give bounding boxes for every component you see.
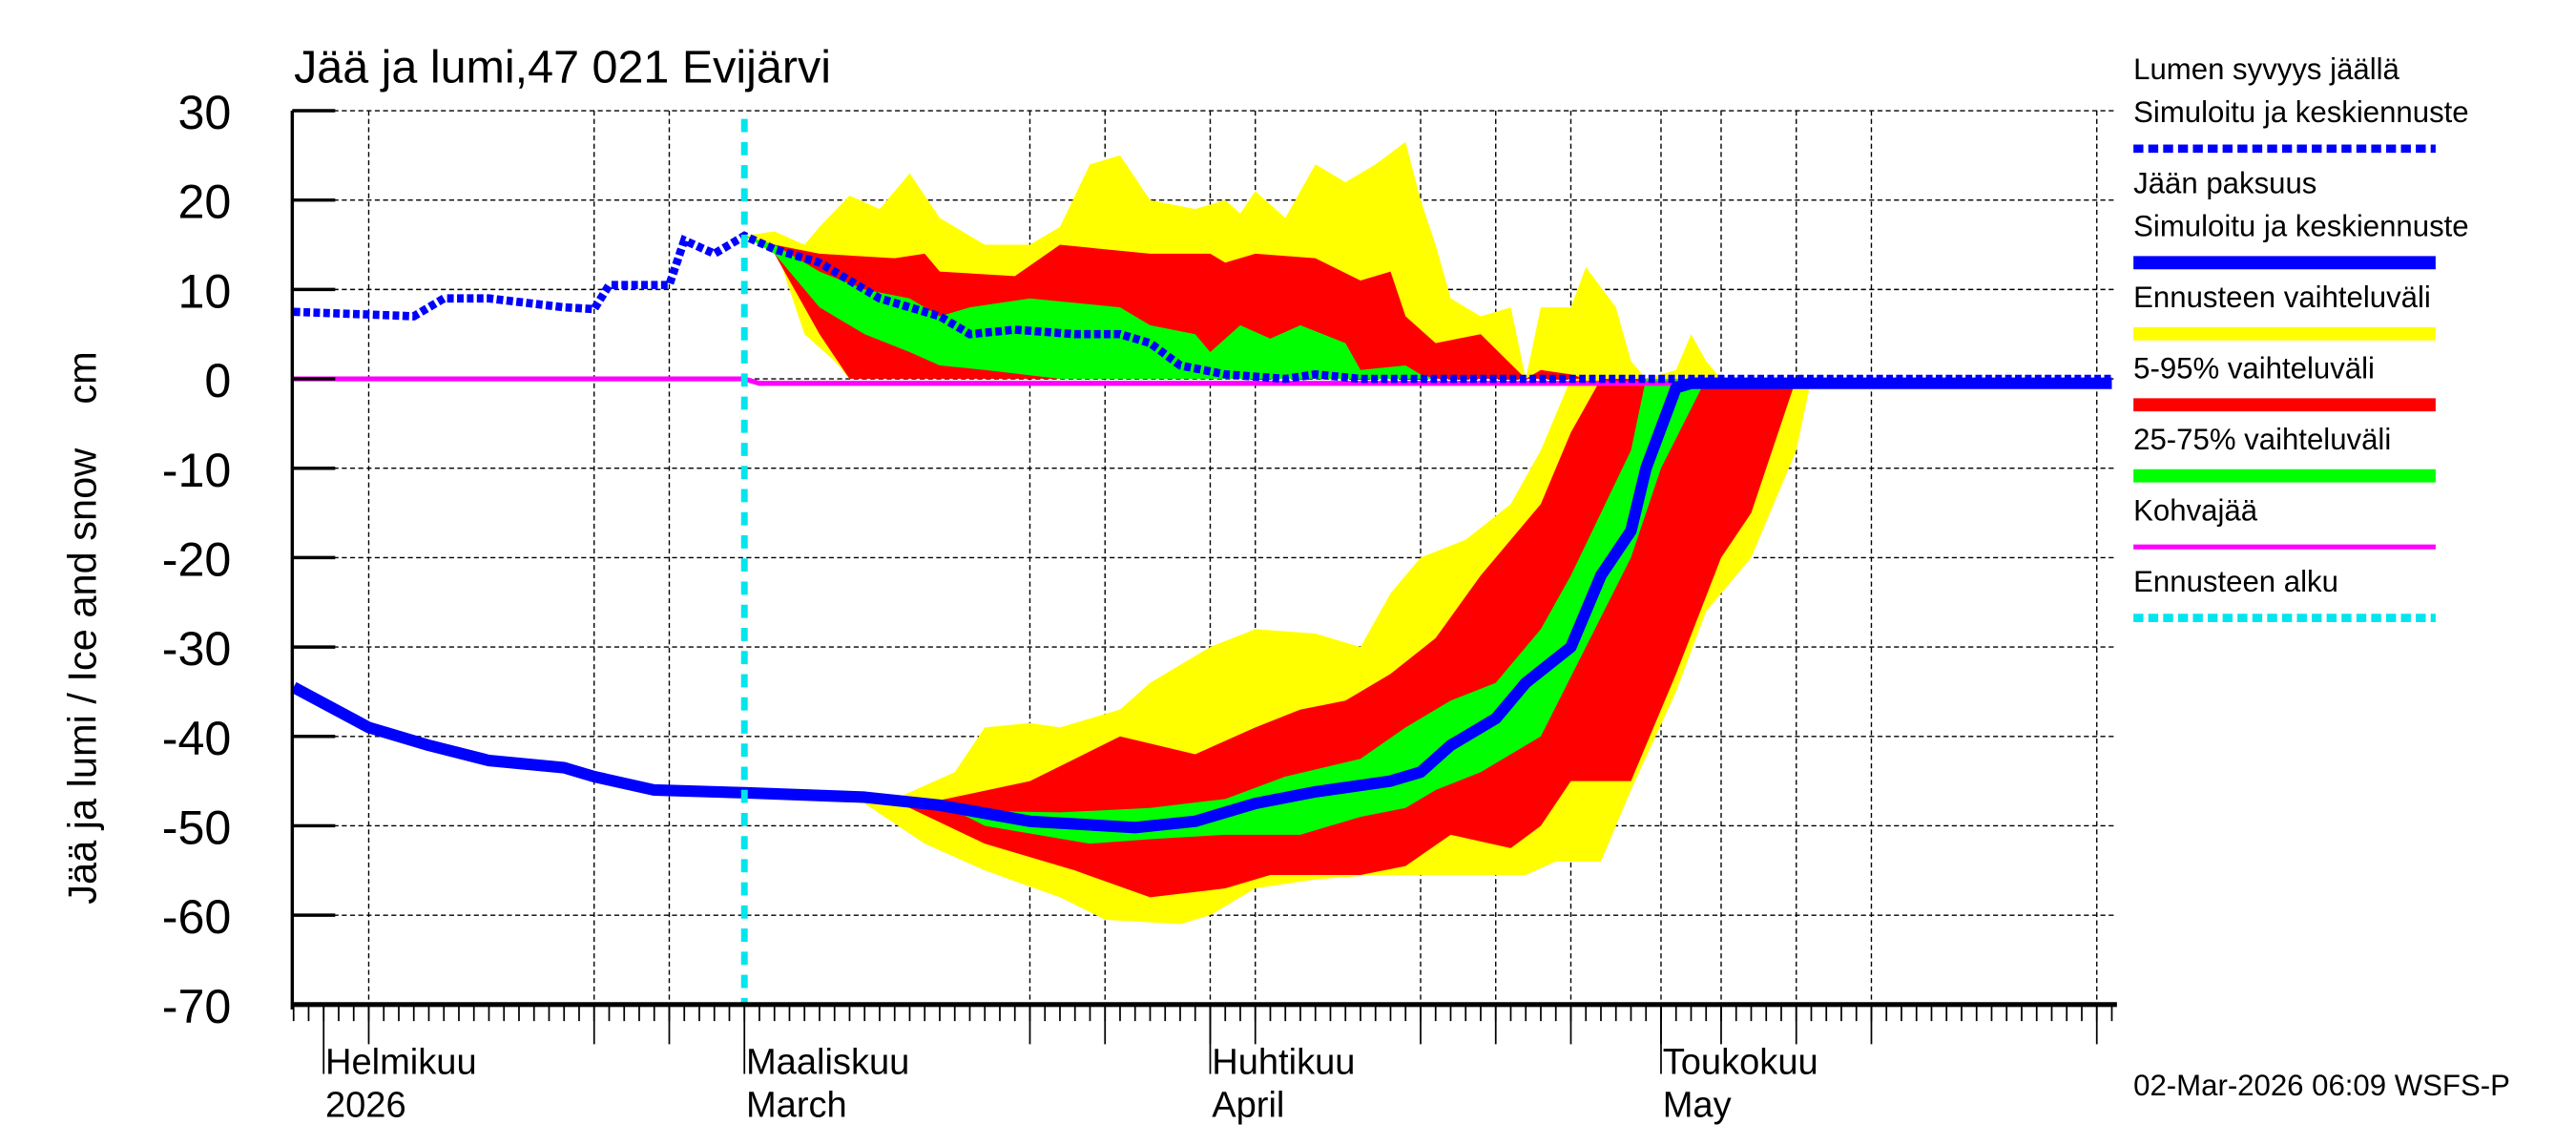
month-label: Helmikuu: [325, 1043, 477, 1083]
y-tick-label: 0: [204, 354, 231, 407]
legend-label: Ennusteen vaihteluväli: [2133, 281, 2431, 314]
y-tick-label: -10: [162, 444, 232, 497]
y-tick-label: -70: [162, 980, 232, 1033]
month-label: Toukokuu: [1663, 1043, 1818, 1083]
slush-ice-line: [293, 376, 2112, 386]
month-label: Maaliskuu: [746, 1043, 909, 1083]
y-axis-label: Jää ja lumi / Ice and snow cm: [59, 351, 104, 905]
month-sublabel: 2026: [325, 1086, 406, 1126]
month-sublabel: May: [1663, 1086, 1732, 1126]
y-tick-label: -30: [162, 622, 232, 676]
month-sublabel: April: [1212, 1086, 1284, 1126]
month-sublabel: March: [746, 1086, 847, 1126]
ice-band-p5_95: [894, 379, 1797, 898]
month-label: Huhtikuu: [1212, 1043, 1355, 1083]
legend-label: Jään paksuus: [2133, 167, 2316, 200]
legend-sublabel: Simuloitu ja keskiennuste: [2133, 95, 2468, 129]
legend-label: 25-75% vaihteluväli: [2133, 423, 2391, 456]
y-tick-label: -60: [162, 890, 232, 944]
chart-title: Jää ja lumi,47 021 Evijärvi: [294, 42, 831, 94]
legend-label: Kohvajää: [2133, 493, 2258, 527]
y-tick-label: 30: [177, 86, 231, 139]
legend-label: Lumen syvyys jäällä: [2133, 52, 2399, 86]
timestamp: 02-Mar-2026 06:09 WSFS-P: [2133, 1069, 2510, 1102]
snow-depth-line: [293, 231, 2112, 384]
legend-sublabel: Simuloitu ja keskiennuste: [2133, 210, 2468, 243]
snow-band-p25_75: [744, 236, 1436, 380]
y-tick-label: 20: [177, 176, 231, 229]
ice-thickness-line: [290, 377, 2112, 834]
y-tick-label: -50: [162, 801, 232, 854]
axes: 30 20 10 0 -10 -20 -30 -40 -50 -60 -70 Helmikuu2026…: [162, 86, 2117, 1126]
y-tick-label: -40: [162, 712, 232, 765]
y-tick-label: -20: [162, 532, 232, 586]
bands: [744, 141, 1812, 925]
legend-label: 5-95% vaihteluväli: [2133, 352, 2375, 385]
legend: Lumen syvyys jäällä Simuloitu ja keskienn…: [2133, 52, 2469, 622]
ice-band-p25_75: [954, 379, 1707, 844]
legend-label: Ennusteen alku: [2133, 565, 2338, 598]
series-lines: [290, 118, 2112, 1005]
y-tick-label: 10: [177, 264, 231, 318]
